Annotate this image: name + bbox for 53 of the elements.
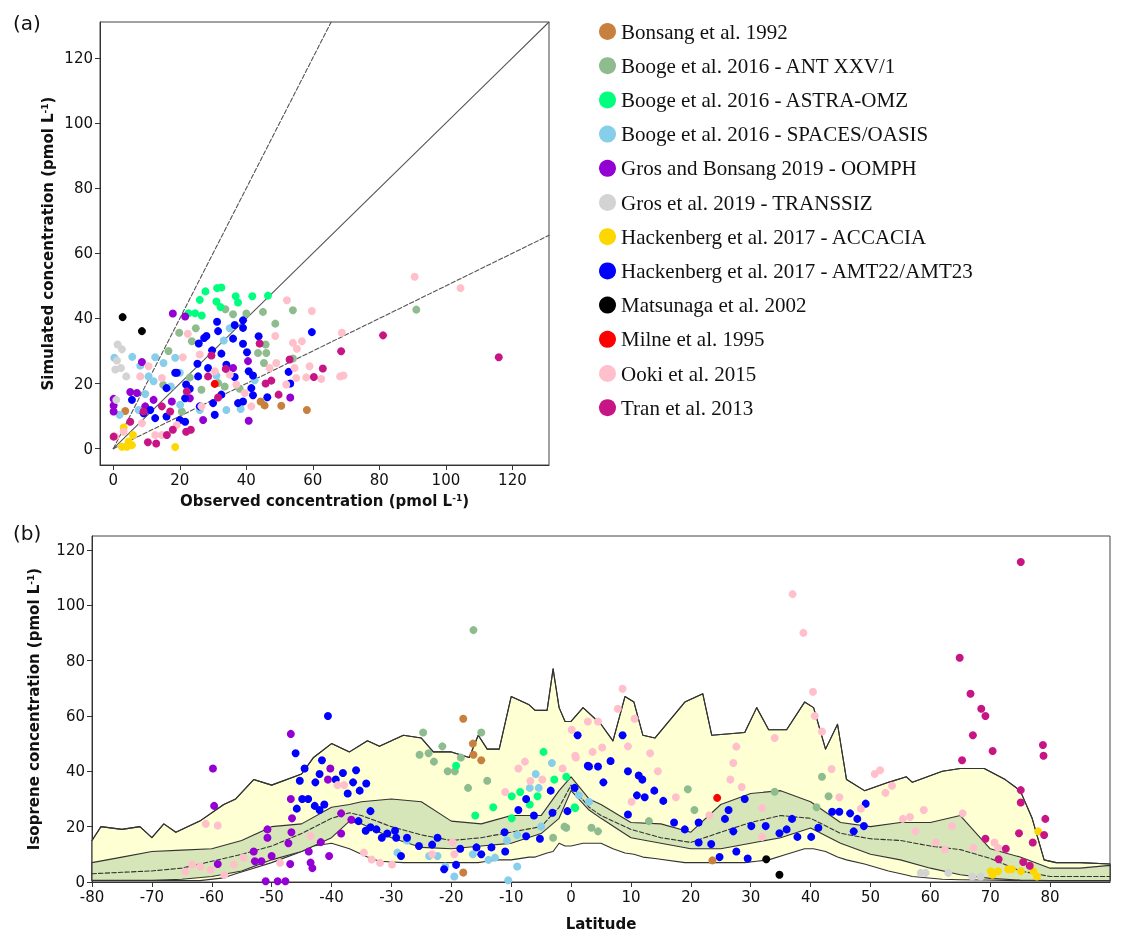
y-tick-label: 40: [73, 309, 93, 328]
x-tick-label: -20: [439, 887, 464, 906]
legend-label: Gros and Bonsang 2019 - OOMPH: [621, 156, 917, 181]
x-tick-label: 20: [681, 887, 701, 906]
y-tick-label: 100: [56, 596, 85, 615]
y-axis-title: Isoprene concentration (pmol L-1): [25, 567, 43, 851]
x-tick-label: 10: [621, 887, 641, 906]
x-tick-label: 80: [1040, 887, 1060, 906]
y-tick-label: 120: [56, 540, 85, 559]
x-tick-label: 30: [741, 887, 761, 906]
x-tick-label: 40: [801, 887, 821, 906]
x-tick-label: 60: [303, 470, 323, 489]
legend-label: Hackenberg et al. 2017 - ACCACIA: [621, 224, 928, 249]
legend-label: Gros et al. 2019 - TRANSSIZ: [621, 190, 873, 215]
x-tick-label: -70: [139, 887, 165, 906]
x-tick-label: 100: [431, 470, 461, 489]
x-tick-label: 40: [236, 470, 256, 489]
x-tick-label: 20: [170, 470, 190, 489]
y-tick-label: 0: [83, 439, 93, 458]
x-tick-label: 50: [860, 887, 881, 906]
x-tick-label: 70: [980, 887, 1000, 906]
x-tick-label: 80: [369, 470, 389, 489]
x-axis-title: Latitude: [565, 914, 637, 933]
y-tick-label: 20: [73, 374, 93, 393]
chart-title: (b): [13, 521, 42, 545]
legend-label: Booge et al. 2016 - SPACES/OASIS: [621, 122, 929, 147]
x-tick-label: -10: [498, 887, 524, 906]
x-tick-label: -30: [379, 887, 404, 906]
y-tick-label: 80: [65, 651, 85, 670]
legend-label: Booge et al. 2016 - ASTRA-OMZ: [621, 87, 908, 112]
legend-label: Hackenberg et al. 2017 - AMT22/AMT23: [621, 258, 973, 283]
x-tick-label: 0: [566, 887, 576, 906]
legend-label: Booge et al. 2016 - ANT XXV/1: [621, 53, 896, 78]
x-tick-label: -50: [259, 887, 284, 906]
x-tick-label: 0: [108, 470, 119, 489]
legend-label: Bonsang et al. 1992: [621, 19, 788, 44]
x-tick-label: 120: [498, 470, 527, 489]
legend-label: Matsunaga et al. 2002: [621, 293, 807, 318]
chart-title: (a): [13, 11, 41, 35]
y-tick-label: 60: [65, 706, 85, 725]
y-axis-title: Simulated concentration (pmol L-1): [39, 96, 57, 391]
y-tick-label: 120: [64, 48, 93, 67]
legend-label: Ooki et al. 2015: [621, 361, 757, 386]
legend-label: Tran et al. 2013: [621, 395, 754, 420]
y-tick-label: 40: [65, 762, 85, 781]
x-tick-label: -40: [319, 887, 344, 906]
legend-label: Milne et al. 1995: [621, 327, 765, 352]
y-tick-label: 80: [73, 179, 93, 198]
y-tick-label: 60: [73, 244, 93, 263]
y-tick-label: 20: [65, 817, 85, 836]
x-tick-label: -60: [199, 887, 225, 906]
x-tick-label: 60: [920, 887, 940, 906]
y-tick-label: 100: [64, 113, 93, 132]
